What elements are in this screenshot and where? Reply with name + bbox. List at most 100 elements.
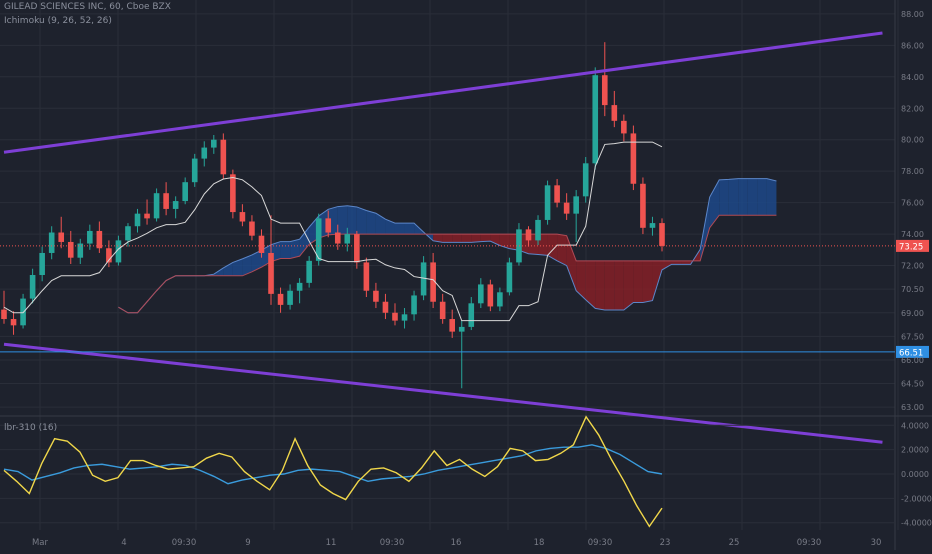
candle[interactable] — [573, 190, 579, 242]
candle-body — [582, 163, 589, 197]
candle-body — [621, 120, 627, 134]
candle[interactable] — [201, 141, 208, 167]
time-tick: Mar — [32, 538, 49, 548]
candle[interactable] — [58, 216, 65, 249]
candle[interactable] — [582, 157, 589, 203]
candle[interactable] — [87, 224, 93, 250]
candle[interactable] — [144, 199, 150, 225]
candle[interactable] — [315, 213, 322, 266]
candle[interactable] — [601, 42, 608, 117]
candle[interactable] — [172, 196, 179, 219]
candle[interactable] — [516, 223, 522, 266]
candle[interactable] — [544, 180, 551, 225]
candle[interactable] — [325, 210, 332, 238]
cloud-segment — [337, 205, 348, 235]
candle-body — [125, 226, 131, 241]
candle[interactable] — [125, 223, 131, 247]
candle[interactable] — [182, 177, 188, 205]
candle[interactable] — [153, 188, 160, 222]
candle[interactable] — [344, 227, 351, 252]
candle[interactable] — [106, 240, 112, 268]
candle-body — [468, 303, 475, 327]
cloud-segment — [394, 223, 405, 235]
candle[interactable] — [487, 279, 494, 312]
candle[interactable] — [535, 215, 541, 246]
price-tick: 86.00 — [901, 41, 924, 50]
candle[interactable] — [268, 215, 274, 305]
candle[interactable] — [458, 320, 465, 389]
candle[interactable] — [563, 193, 570, 220]
candle[interactable] — [392, 303, 398, 326]
cloud-segment — [623, 260, 634, 310]
candle[interactable] — [96, 221, 103, 253]
candle[interactable] — [115, 235, 122, 266]
candle[interactable] — [134, 208, 141, 233]
time-axis[interactable]: Mar 4 09:30 9 11 09:30 16 18 09:30 23 25 09:30 30 — [32, 538, 881, 548]
candle[interactable] — [48, 226, 55, 260]
oscillator-pane[interactable]: 4.0000 2.0000 0.0000 -2.0000 -4.0000 — [0, 415, 932, 528]
candle[interactable] — [77, 238, 84, 264]
cloud-segment — [385, 219, 395, 235]
candle[interactable] — [306, 256, 312, 288]
candle-body — [58, 232, 65, 242]
candle[interactable] — [20, 293, 26, 329]
candle[interactable] — [296, 278, 303, 304]
cloud-segment — [585, 260, 596, 309]
candle[interactable] — [401, 308, 408, 329]
candle[interactable] — [354, 230, 360, 269]
candle[interactable] — [554, 179, 560, 208]
candle[interactable] — [439, 293, 446, 324]
candle[interactable] — [468, 297, 475, 331]
cloud-segment — [499, 234, 510, 249]
candle[interactable] — [230, 169, 236, 219]
candle[interactable] — [39, 246, 45, 282]
cloud-segment — [566, 235, 577, 291]
candle-body — [411, 295, 417, 315]
candle[interactable] — [334, 224, 341, 250]
candle[interactable] — [67, 230, 74, 264]
conversion-line — [3, 141, 663, 322]
candle[interactable] — [525, 226, 532, 247]
candle[interactable] — [430, 252, 436, 309]
candle[interactable] — [630, 125, 637, 191]
candle[interactable] — [506, 257, 513, 296]
candle[interactable] — [210, 134, 217, 154]
time-tick: 09:30 — [588, 538, 613, 548]
candle[interactable] — [373, 282, 379, 309]
candle[interactable] — [497, 287, 503, 312]
candle[interactable] — [277, 287, 284, 313]
candle[interactable] — [239, 204, 246, 227]
candle[interactable] — [411, 290, 417, 321]
cloud-segment — [604, 260, 615, 310]
candle[interactable] — [649, 216, 656, 236]
candle[interactable] — [258, 229, 265, 258]
candles[interactable] — [1, 42, 665, 389]
candle[interactable] — [29, 268, 36, 304]
candle[interactable] — [287, 284, 293, 310]
candle[interactable] — [640, 177, 646, 235]
price-axis[interactable]: 88.00 86.00 84.00 82.00 80.00 78.00 76.00 74.00… — [896, 10, 929, 412]
cloud-segment — [280, 241, 291, 259]
candle[interactable] — [621, 114, 627, 142]
candle[interactable] — [478, 278, 484, 309]
osc-tick: -4.0000 — [901, 519, 932, 528]
candle[interactable] — [363, 257, 370, 298]
candle[interactable] — [191, 153, 198, 187]
candle[interactable] — [611, 90, 618, 128]
candle[interactable] — [10, 311, 17, 335]
candle[interactable] — [382, 293, 389, 320]
candle[interactable] — [1, 290, 7, 324]
candle[interactable] — [220, 133, 227, 180]
price-tick: 82.00 — [901, 104, 924, 113]
candle[interactable] — [449, 309, 456, 338]
time-tick: 09:30 — [797, 538, 822, 548]
candle[interactable] — [592, 67, 599, 170]
cloud-segment — [299, 227, 310, 257]
time-tick: 11 — [326, 538, 337, 548]
candle[interactable] — [249, 215, 255, 241]
candle[interactable] — [659, 218, 665, 252]
candle[interactable] — [163, 182, 169, 216]
time-tick: 9 — [245, 538, 250, 548]
